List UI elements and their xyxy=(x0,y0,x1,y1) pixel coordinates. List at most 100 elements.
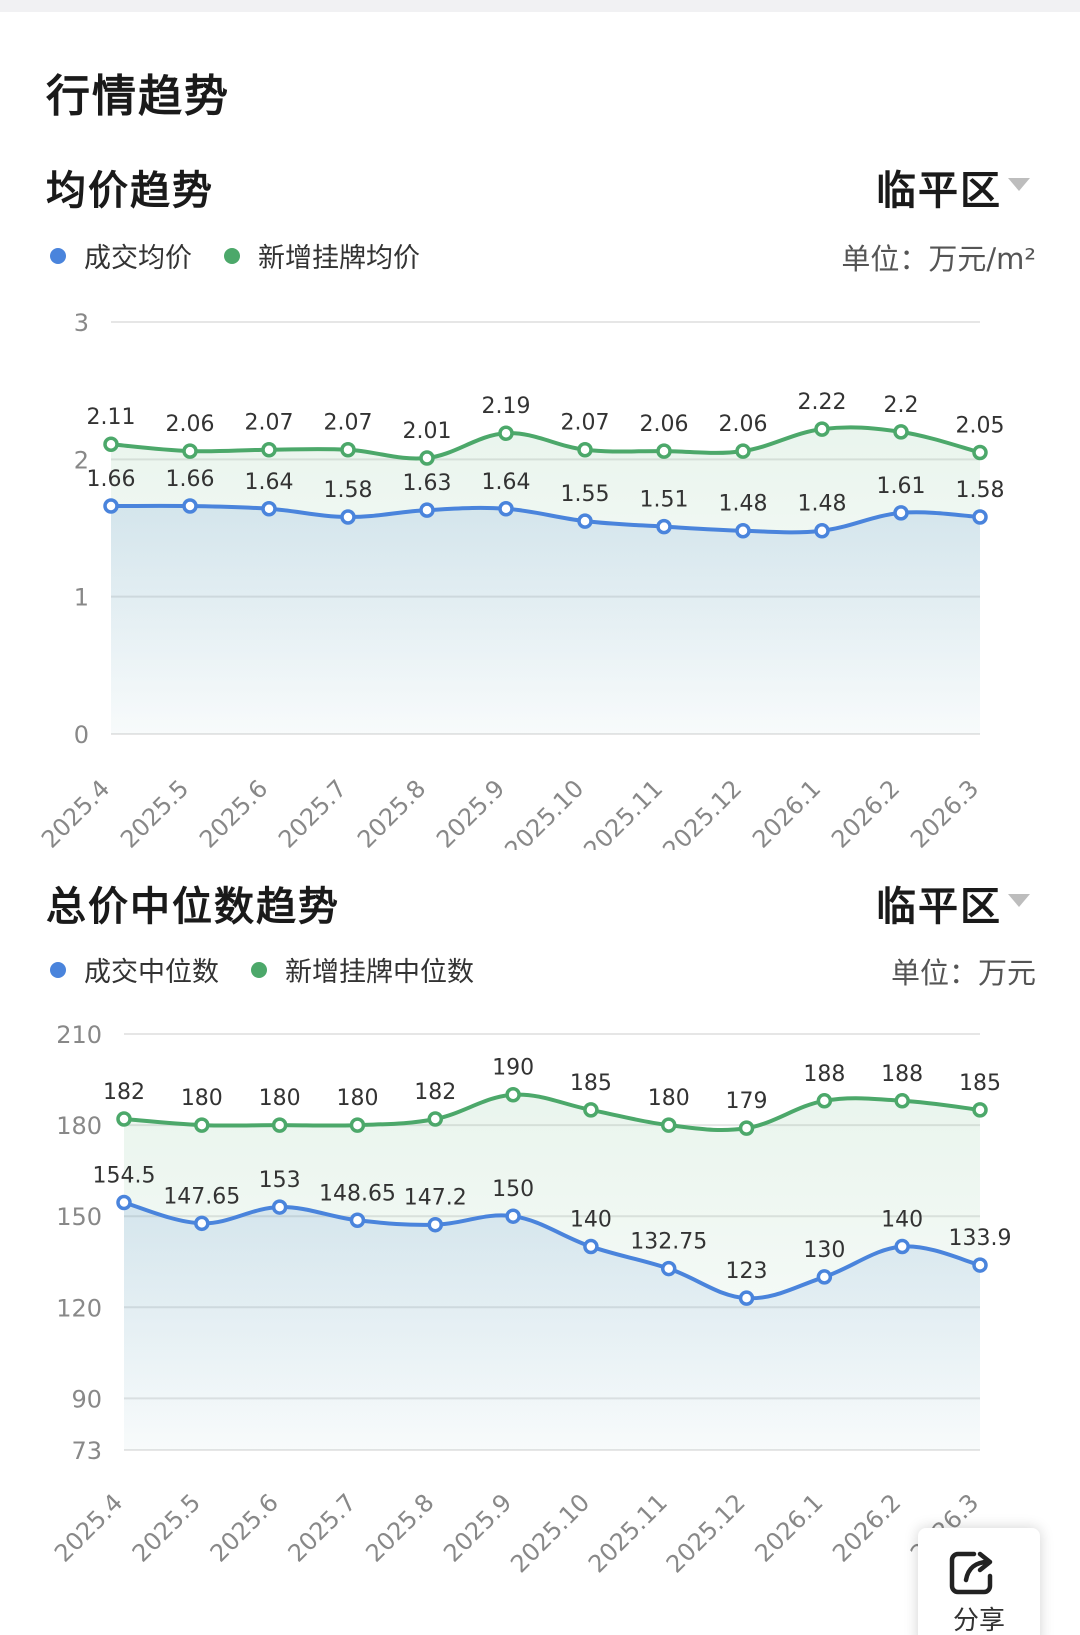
x-tick-label: 2025.4 xyxy=(36,774,115,850)
y-tick-label: 2 xyxy=(74,446,89,474)
data-point[interactable] xyxy=(577,513,593,529)
page-title: 行情趋势 xyxy=(46,71,230,122)
data-point[interactable] xyxy=(505,1208,521,1224)
data-label: 132.75 xyxy=(630,1230,707,1255)
data-label: 1.58 xyxy=(324,478,373,503)
data-point[interactable] xyxy=(894,1093,910,1109)
share-icon xyxy=(949,1551,993,1595)
legend-item-listing-median[interactable]: 新增挂牌中位数 xyxy=(251,950,474,989)
x-tick-label: 2025.12 xyxy=(657,774,747,850)
chevron-down-icon[interactable] xyxy=(1008,178,1030,191)
data-point[interactable] xyxy=(816,1093,833,1109)
data-point[interactable] xyxy=(656,518,672,535)
data-point[interactable] xyxy=(972,444,988,461)
x-tick-label: 2025.8 xyxy=(360,1488,439,1567)
data-label: 123 xyxy=(726,1259,768,1284)
data-point[interactable] xyxy=(498,501,514,517)
data-point[interactable] xyxy=(893,424,909,440)
median-total-legend: 成交中位数 新增挂牌中位数 xyxy=(50,950,506,989)
data-point[interactable] xyxy=(583,1102,599,1118)
data-label: 147.2 xyxy=(404,1186,467,1211)
legend-label: 新增挂牌均价 xyxy=(258,243,420,274)
data-point[interactable] xyxy=(419,450,435,466)
data-point[interactable] xyxy=(660,1117,677,1133)
data-label: 147.65 xyxy=(163,1184,240,1209)
data-label: 188 xyxy=(881,1062,923,1087)
data-label: 2.06 xyxy=(640,412,689,437)
data-point[interactable] xyxy=(814,522,830,539)
data-point[interactable] xyxy=(735,522,751,539)
y-tick-label: 1 xyxy=(74,584,89,612)
y-tick-label: 180 xyxy=(56,1112,102,1140)
data-point[interactable] xyxy=(340,509,356,525)
data-label: 1.64 xyxy=(245,470,294,495)
avg-price-district-select[interactable]: 临平区 xyxy=(876,168,1002,214)
data-point[interactable] xyxy=(972,509,988,525)
x-tick-label: 2025.11 xyxy=(583,1488,673,1578)
data-label: 180 xyxy=(336,1086,378,1111)
data-point[interactable] xyxy=(103,498,119,514)
data-label: 148.65 xyxy=(319,1181,396,1206)
data-point[interactable] xyxy=(116,1194,132,1211)
median-total-title: 总价中位数趋势 xyxy=(46,884,340,930)
data-point[interactable] xyxy=(194,1117,210,1133)
data-point[interactable] xyxy=(660,1260,677,1277)
data-point[interactable] xyxy=(656,443,672,459)
data-point[interactable] xyxy=(427,1111,444,1127)
data-point[interactable] xyxy=(116,1111,132,1127)
data-point[interactable] xyxy=(340,441,356,458)
data-label: 188 xyxy=(803,1062,845,1087)
median-total-district-select[interactable]: 临平区 xyxy=(876,884,1002,930)
data-label: 185 xyxy=(959,1071,1001,1096)
data-point[interactable] xyxy=(814,421,830,437)
x-tick-label: 2025.12 xyxy=(661,1488,751,1578)
data-label: 133.9 xyxy=(949,1226,1012,1251)
data-point[interactable] xyxy=(498,425,514,441)
data-point[interactable] xyxy=(972,1257,988,1273)
data-label: 140 xyxy=(881,1208,923,1233)
data-point[interactable] xyxy=(738,1290,755,1306)
x-tick-label: 2025.9 xyxy=(431,774,510,850)
data-label: 150 xyxy=(492,1177,534,1202)
data-label: 2.05 xyxy=(956,413,1005,438)
data-point[interactable] xyxy=(194,1215,210,1232)
data-point[interactable] xyxy=(271,1117,288,1133)
blue-dot-icon xyxy=(50,961,66,978)
x-tick-label: 2025.9 xyxy=(438,1488,517,1567)
data-point[interactable] xyxy=(816,1269,833,1285)
legend-item-deal-avg[interactable]: 成交均价 xyxy=(50,236,192,275)
data-point[interactable] xyxy=(893,505,909,521)
data-point[interactable] xyxy=(182,443,198,459)
data-point[interactable] xyxy=(972,1102,988,1118)
data-point[interactable] xyxy=(577,441,593,458)
data-label: 2.2 xyxy=(884,393,919,418)
data-point[interactable] xyxy=(103,436,119,452)
data-point[interactable] xyxy=(583,1238,599,1255)
y-tick-label: 3 xyxy=(74,309,89,337)
data-label: 1.64 xyxy=(482,470,531,495)
data-point[interactable] xyxy=(427,1216,444,1233)
chevron-down-icon[interactable] xyxy=(1008,894,1030,907)
green-dot-icon xyxy=(251,961,267,978)
legend-item-deal-median[interactable]: 成交中位数 xyxy=(50,950,219,989)
data-point[interactable] xyxy=(182,498,198,514)
legend-label: 新增挂牌中位数 xyxy=(285,957,474,988)
data-label: 179 xyxy=(726,1089,768,1114)
legend-item-listing-avg[interactable]: 新增挂牌均价 xyxy=(224,236,420,275)
data-point[interactable] xyxy=(738,1120,755,1136)
y-tick-label: 73 xyxy=(71,1437,102,1465)
data-point[interactable] xyxy=(349,1212,366,1229)
data-point[interactable] xyxy=(735,443,751,459)
data-point[interactable] xyxy=(261,441,277,458)
data-point[interactable] xyxy=(349,1117,366,1133)
data-label: 2.06 xyxy=(166,412,215,437)
share-button[interactable]: 分享 xyxy=(918,1528,1040,1635)
data-point[interactable] xyxy=(894,1238,910,1255)
data-label: 1.66 xyxy=(87,467,136,492)
data-label: 2.19 xyxy=(482,394,531,419)
data-label: 1.58 xyxy=(956,478,1005,503)
data-point[interactable] xyxy=(261,501,277,517)
data-point[interactable] xyxy=(505,1086,521,1103)
data-point[interactable] xyxy=(271,1199,288,1215)
data-point[interactable] xyxy=(419,502,435,518)
